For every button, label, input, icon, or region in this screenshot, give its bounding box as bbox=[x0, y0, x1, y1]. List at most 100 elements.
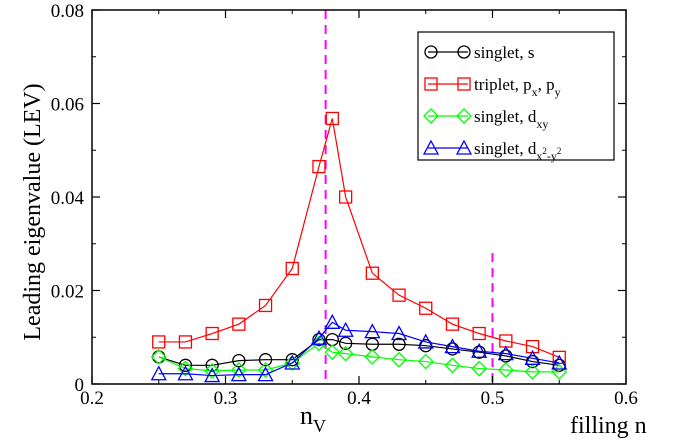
legend-label-part: x bbox=[536, 149, 542, 163]
data-point-diamond bbox=[337, 345, 354, 362]
data-point-circle bbox=[152, 350, 166, 364]
data-point-triangle bbox=[390, 325, 408, 341]
data-point-diamond bbox=[204, 362, 221, 379]
data-point-triangle bbox=[337, 321, 354, 337]
data-point-diamond bbox=[364, 348, 381, 365]
y-tick-label: 0.02 bbox=[51, 282, 84, 303]
legend-marker bbox=[423, 108, 439, 124]
data-point-triangle bbox=[551, 354, 568, 370]
legend-marker bbox=[422, 139, 440, 155]
data-point-triangle bbox=[324, 313, 341, 329]
data-point-square bbox=[472, 326, 486, 341]
x-tick-label: 0.5 bbox=[481, 388, 505, 409]
legend-label: triplet, px, py bbox=[474, 75, 561, 99]
x-tick-label: 0.2 bbox=[80, 388, 104, 409]
data-point-square bbox=[205, 326, 219, 341]
nv-subscript: V bbox=[313, 416, 326, 436]
data-point-square bbox=[258, 298, 273, 313]
y-tick-label: 0.06 bbox=[51, 95, 84, 116]
y-tick-label: 0.08 bbox=[51, 1, 84, 22]
legend-label-part: x bbox=[532, 85, 538, 99]
data-point-triangle bbox=[471, 342, 488, 358]
data-point-diamond bbox=[444, 357, 461, 374]
data-point-triangle bbox=[230, 366, 247, 382]
series-square bbox=[152, 111, 566, 365]
y-axis-label: Leading eigenvalue (LEV) bbox=[20, 83, 46, 340]
data-point-triangle bbox=[177, 365, 194, 381]
legend-label-part: 2 bbox=[557, 146, 562, 156]
legend-item: singlet, s bbox=[424, 43, 534, 62]
legend-label: singlet, dxy bbox=[474, 107, 548, 131]
series-triangle bbox=[150, 313, 568, 383]
legend-marker bbox=[424, 45, 438, 59]
data-point-circle bbox=[338, 336, 353, 350]
legend-box bbox=[417, 31, 615, 161]
x-tick-label: 0.6 bbox=[614, 388, 638, 409]
legend-marker bbox=[457, 77, 471, 91]
data-point-square bbox=[392, 288, 406, 302]
legend-label: singlet, s bbox=[474, 43, 534, 62]
series-line bbox=[158, 338, 560, 366]
data-point-triangle bbox=[497, 345, 514, 361]
x-tick-label: 0.3 bbox=[214, 388, 238, 409]
nv-annotation: nV bbox=[300, 401, 326, 436]
legend-item: triplet, px, py bbox=[424, 75, 561, 99]
data-point-diamond bbox=[324, 344, 341, 361]
data-point-diamond bbox=[230, 362, 247, 378]
legend-item: singlet, dxy bbox=[423, 107, 548, 131]
data-point-diamond bbox=[177, 360, 194, 377]
data-point-triangle bbox=[417, 333, 434, 349]
data-point-square bbox=[178, 335, 193, 349]
data-point-diamond bbox=[257, 362, 274, 378]
data-point-square bbox=[365, 266, 380, 280]
data-point-diamond bbox=[471, 360, 488, 377]
data-point-circle bbox=[285, 353, 299, 367]
legend-marker bbox=[455, 139, 473, 155]
data-point-diamond bbox=[417, 353, 434, 370]
data-point-circle bbox=[312, 332, 326, 347]
legend-label-part: 2 bbox=[542, 146, 547, 156]
plot-layer bbox=[150, 10, 568, 384]
data-point-triangle bbox=[257, 366, 274, 382]
legend-marker bbox=[457, 45, 471, 59]
data-point-triangle bbox=[204, 367, 221, 383]
legend-label-part: -y bbox=[547, 149, 557, 163]
legend-label-part: , p bbox=[538, 75, 555, 94]
data-point-diamond bbox=[497, 362, 514, 378]
data-point-square bbox=[338, 190, 353, 204]
legend-label-part: xy bbox=[536, 117, 548, 131]
data-point-square bbox=[419, 301, 433, 315]
data-point-diamond bbox=[391, 351, 407, 368]
data-point-square bbox=[552, 350, 566, 365]
data-point-circle bbox=[392, 337, 406, 351]
data-point-triangle bbox=[444, 338, 461, 354]
series-line bbox=[158, 321, 560, 377]
data-point-square bbox=[445, 317, 460, 331]
data-point-diamond bbox=[284, 355, 301, 371]
legend-marker bbox=[456, 108, 472, 124]
legend-label: singlet, dx2-y2 bbox=[474, 139, 561, 163]
x-axis-label: filling n bbox=[570, 413, 647, 439]
data-point-triangle bbox=[310, 329, 328, 345]
legend-label-main: singlet, d bbox=[474, 139, 537, 158]
legend-label-part: y bbox=[555, 85, 561, 99]
data-point-square bbox=[285, 261, 299, 276]
data-point-circle bbox=[445, 342, 460, 356]
nv-label: n bbox=[300, 401, 313, 430]
legend-item: singlet, dx2-y2 bbox=[422, 139, 561, 163]
data-point-circle bbox=[258, 353, 273, 367]
data-point-diamond bbox=[150, 348, 167, 365]
data-point-square bbox=[312, 159, 326, 174]
legend-label-main: singlet, d bbox=[474, 107, 537, 126]
data-point-circle bbox=[499, 349, 513, 363]
ticks-layer: 0.2 0.3 0.4 0.5 0.6 0 0.02 0.04 0.06 0.08 bbox=[51, 1, 638, 409]
data-point-triangle bbox=[150, 365, 167, 381]
legend-label-main: triplet, p bbox=[474, 75, 532, 94]
data-point-triangle bbox=[524, 349, 541, 365]
y-tick-label: 0.04 bbox=[51, 188, 85, 209]
legend-marker bbox=[424, 77, 438, 91]
data-point-square bbox=[232, 317, 246, 331]
legend-label-main: singlet, s bbox=[474, 43, 534, 62]
y-tick-label: 0 bbox=[75, 375, 85, 396]
